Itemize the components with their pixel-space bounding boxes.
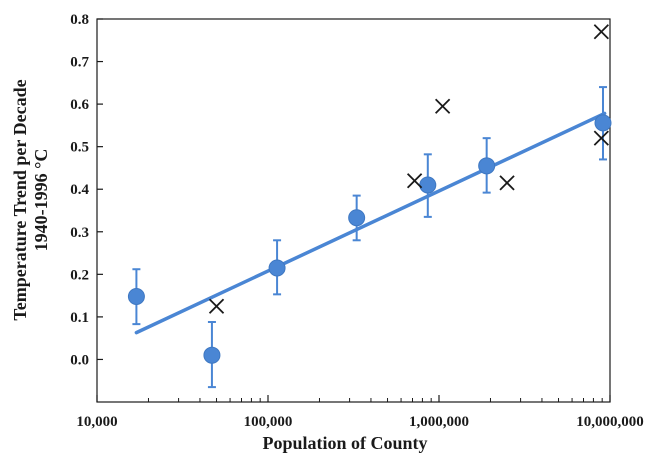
data-point-circle <box>419 176 437 194</box>
cross-stroke <box>593 130 609 146</box>
data-point-circle <box>348 209 366 227</box>
data-point-circle <box>594 114 612 132</box>
error-bars-layer <box>132 86 607 389</box>
data-point-circle <box>203 346 221 364</box>
data-point-cross <box>593 130 609 146</box>
x-tick-label: 10,000,000 <box>576 414 644 430</box>
circle-series-layer <box>127 114 612 364</box>
data-point-cross <box>434 98 451 114</box>
cross-stroke <box>208 298 225 314</box>
x-tick-label: 100,000 <box>244 414 293 430</box>
y-axis-title-line2: 1940-1996 °C <box>31 149 51 252</box>
x-axis-title: Population of County <box>262 433 427 453</box>
y-tick-label: 0.7 <box>70 55 89 71</box>
y-tick-label: 0.0 <box>70 352 89 368</box>
fit-line <box>134 111 607 335</box>
x-axis-ticks: 10,000 100,000 1,000,000 10,000,000 <box>76 395 644 430</box>
y-tick-label: 0.3 <box>70 225 89 241</box>
data-point-cross <box>593 24 609 40</box>
y-tick-label: 0.8 <box>70 12 89 28</box>
y-tick-label: 0.5 <box>70 140 89 156</box>
plot-area <box>96 18 611 403</box>
data-point-circle <box>478 157 496 175</box>
data-point-cross <box>406 173 423 189</box>
x-tick-label: 1,000,000 <box>409 414 469 430</box>
y-tick-label: 0.1 <box>70 310 89 326</box>
plot-frame <box>96 18 611 403</box>
cross-stroke <box>434 98 451 114</box>
y-tick-label: 0.4 <box>70 182 89 198</box>
data-point-cross <box>208 298 225 314</box>
data-point-circle <box>268 259 286 277</box>
fit-line-layer <box>134 111 607 335</box>
y-axis-title-line1: Temperature Trend per Decade <box>10 79 30 320</box>
cross-stroke <box>593 24 609 40</box>
data-point-cross <box>499 175 515 191</box>
cross-stroke <box>406 173 423 189</box>
y-tick-label: 0.6 <box>70 97 89 113</box>
data-point-circle <box>127 287 145 305</box>
x-tick-label: 10,000 <box>76 414 117 430</box>
y-tick-label: 0.2 <box>70 267 89 283</box>
y-axis-ticks: 0.0 0.1 0.2 0.3 0.4 0.5 0.6 0.7 0.8 <box>70 12 103 368</box>
cross-series-layer <box>208 24 609 314</box>
cross-stroke <box>499 175 515 191</box>
